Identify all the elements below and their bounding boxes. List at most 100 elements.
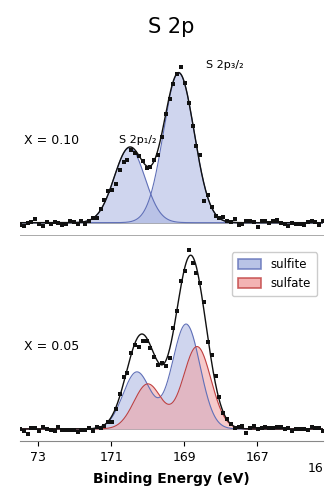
Point [228,218,234,226]
Point [182,268,187,276]
Point [144,164,149,172]
Point [205,191,210,199]
Point [136,343,142,351]
Point [316,423,322,431]
Text: S 2p₃/₂: S 2p₃/₂ [206,60,244,70]
Point [301,425,306,433]
Point [320,217,326,225]
Point [140,156,146,164]
Point [67,217,73,225]
Point [140,337,146,345]
Point [251,218,257,226]
Point [270,217,276,225]
Point [240,220,245,228]
Point [117,389,122,397]
Point [37,220,42,228]
Point [178,278,184,286]
Point [297,219,303,227]
Point [236,423,241,431]
Point [320,427,326,435]
X-axis label: Binding Energy (eV): Binding Energy (eV) [93,472,250,486]
Point [163,110,168,118]
Point [17,424,23,432]
Point [278,218,283,226]
Point [278,423,283,431]
Point [186,245,191,254]
Point [309,217,314,225]
Point [282,220,287,228]
Point [90,214,96,222]
Point [156,361,161,369]
Point [313,424,318,432]
Point [221,409,226,417]
Point [290,218,295,226]
Point [247,423,253,431]
Point [109,418,115,426]
Point [194,270,199,278]
Point [52,427,57,435]
Point [190,259,195,267]
Point [40,422,46,430]
Point [63,426,69,434]
Point [56,423,61,431]
Point [33,424,38,432]
Point [52,218,57,226]
Point [133,341,138,349]
Point [247,217,253,225]
Point [274,422,280,430]
Point [125,369,130,377]
Point [79,216,84,224]
Point [71,426,76,434]
Point [224,217,230,225]
Point [167,95,172,103]
Point [221,213,226,221]
Point [209,202,214,210]
Point [106,418,111,426]
Point [301,221,306,229]
Point [102,422,107,430]
Point [117,166,122,174]
Point [83,220,88,228]
Point [259,423,264,431]
Point [305,426,310,434]
Point [98,424,103,432]
Point [40,222,46,230]
Point [121,373,126,381]
Point [267,424,272,432]
Point [255,223,260,231]
Point [44,425,50,433]
Point [167,354,172,362]
Point [83,426,88,434]
Point [56,219,61,227]
Point [48,219,53,227]
Point [109,185,115,193]
Point [37,427,42,435]
Point [102,196,107,204]
Point [79,426,84,434]
Point [75,428,80,436]
Point [25,219,30,227]
Point [286,222,291,230]
Point [94,423,99,431]
Point [209,351,214,359]
Point [244,429,249,437]
Point [240,422,245,430]
Legend: sulfite, sulfate: sulfite, sulfate [232,252,317,296]
Point [305,218,310,226]
Point [171,324,176,332]
Point [309,423,314,431]
Point [201,298,207,306]
Point [133,149,138,157]
Point [159,133,165,141]
Point [174,308,180,316]
Point [197,151,203,159]
Point [182,79,187,87]
Point [94,213,99,221]
Point [148,344,153,352]
Point [75,220,80,228]
Point [125,156,130,164]
Point [293,425,299,433]
Point [205,338,210,346]
Point [71,218,76,226]
Point [316,220,322,228]
